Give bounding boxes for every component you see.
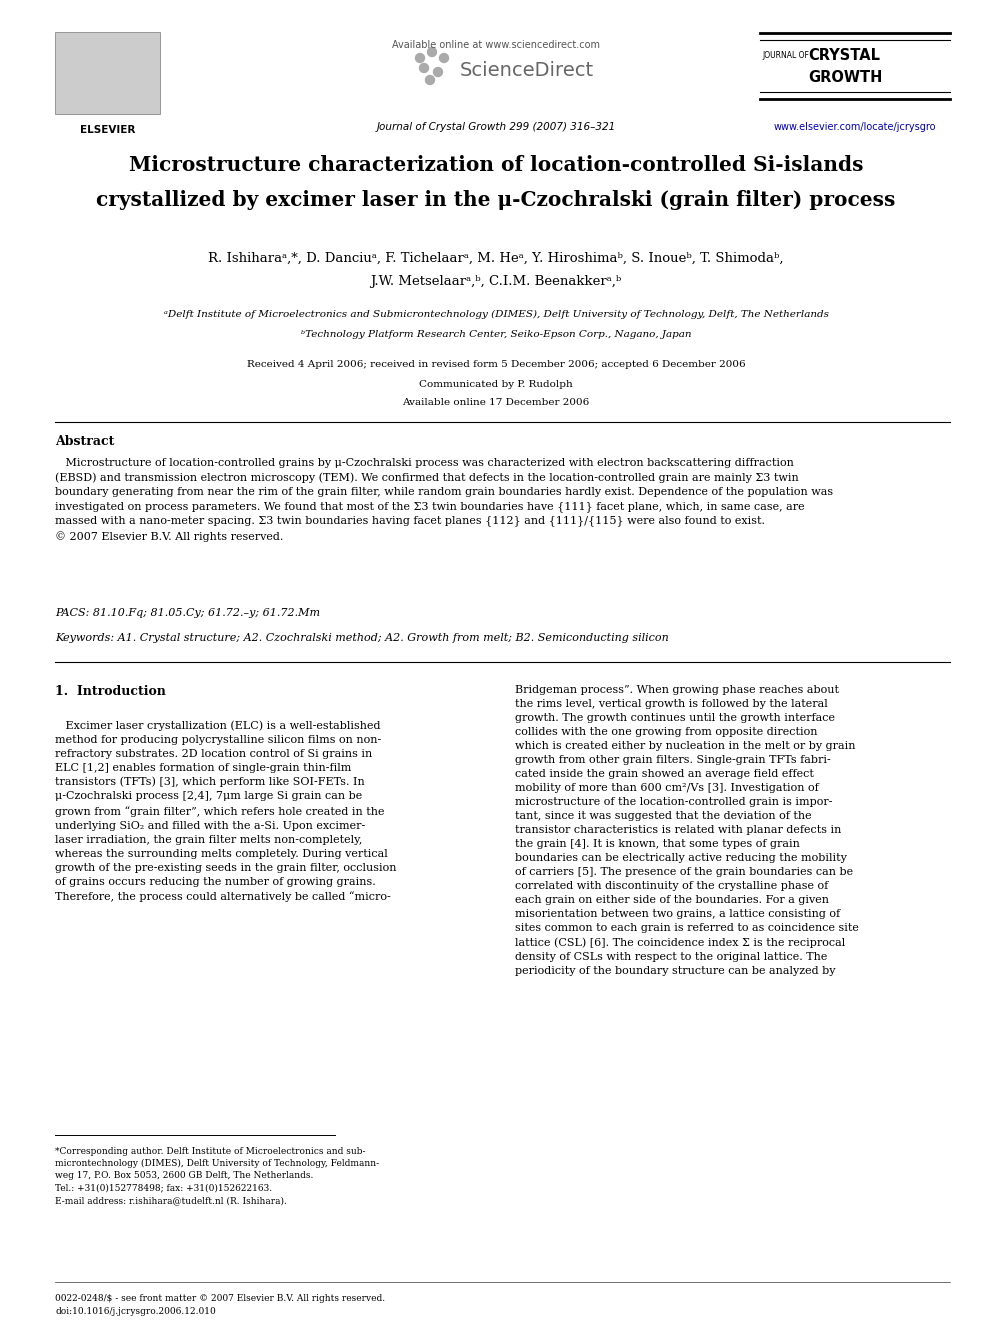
Circle shape [426, 75, 434, 85]
Text: Communicated by P. Rudolph: Communicated by P. Rudolph [420, 380, 572, 389]
Bar [55, 32, 160, 114]
Text: Journal of Crystal Growth 299 (2007) 316–321: Journal of Crystal Growth 299 (2007) 316… [376, 122, 616, 132]
Text: Excimer laser crystallization (ELC) is a well-established
method for producing p: Excimer laser crystallization (ELC) is a… [55, 720, 397, 902]
Text: Received 4 April 2006; received in revised form 5 December 2006; accepted 6 Dece: Received 4 April 2006; received in revis… [247, 360, 745, 369]
Text: JOURNAL OF: JOURNAL OF [762, 50, 808, 60]
Circle shape [428, 48, 436, 57]
Text: ᵇTechnology Platform Research Center, Seiko-Epson Corp., Nagano, Japan: ᵇTechnology Platform Research Center, Se… [301, 329, 691, 339]
Text: ᵃDelft Institute of Microelectronics and Submicrontechnology (DIMES), Delft Univ: ᵃDelft Institute of Microelectronics and… [164, 310, 828, 319]
Text: Available online 17 December 2006: Available online 17 December 2006 [403, 398, 589, 407]
Text: ELSEVIER: ELSEVIER [79, 124, 135, 135]
Circle shape [439, 53, 448, 62]
Text: R. Ishiharaᵃ,*, D. Danciuᵃ, F. Tichelaarᵃ, M. Heᵃ, Y. Hiroshimaᵇ, S. Inoueᵇ, T. : R. Ishiharaᵃ,*, D. Danciuᵃ, F. Tichelaar… [208, 251, 784, 265]
Text: Microstructure of location-controlled grains by μ-Czochralski process was charac: Microstructure of location-controlled gr… [55, 458, 833, 541]
Text: crystallized by excimer laser in the μ-Czochralski (grain filter) process: crystallized by excimer laser in the μ-C… [96, 191, 896, 210]
Text: ScienceDirect: ScienceDirect [460, 61, 594, 79]
Text: Keywords: A1. Crystal structure; A2. Czochralski method; A2. Growth from melt; B: Keywords: A1. Crystal structure; A2. Czo… [55, 632, 669, 643]
Text: *Corresponding author. Delft Institute of Microelectronics and sub-
microntechno: *Corresponding author. Delft Institute o… [55, 1147, 379, 1205]
Text: GROWTH: GROWTH [808, 70, 882, 86]
Circle shape [416, 53, 425, 62]
Text: 0022-0248/$ - see front matter © 2007 Elsevier B.V. All rights reserved.
doi:10.: 0022-0248/$ - see front matter © 2007 El… [55, 1294, 385, 1315]
Text: Available online at www.sciencedirect.com: Available online at www.sciencedirect.co… [392, 40, 600, 50]
Text: CRYSTAL: CRYSTAL [808, 48, 880, 62]
Circle shape [420, 64, 429, 73]
Text: PACS: 81.10.Fq; 81.05.Cy; 61.72.–y; 61.72.Mm: PACS: 81.10.Fq; 81.05.Cy; 61.72.–y; 61.7… [55, 609, 320, 618]
Text: Bridgeman process”. When growing phase reaches about
the rims level, vertical gr: Bridgeman process”. When growing phase r… [515, 685, 859, 976]
Text: Microstructure characterization of location-controlled Si-islands: Microstructure characterization of locat… [129, 155, 863, 175]
Text: www.elsevier.com/locate/jcrysgro: www.elsevier.com/locate/jcrysgro [774, 122, 936, 132]
Text: J.W. Metselaarᵃ,ᵇ, C.I.M. Beenakkerᵃ,ᵇ: J.W. Metselaarᵃ,ᵇ, C.I.M. Beenakkerᵃ,ᵇ [370, 275, 622, 288]
Text: Abstract: Abstract [55, 435, 114, 448]
Circle shape [434, 67, 442, 77]
Text: 1.  Introduction: 1. Introduction [55, 685, 166, 699]
